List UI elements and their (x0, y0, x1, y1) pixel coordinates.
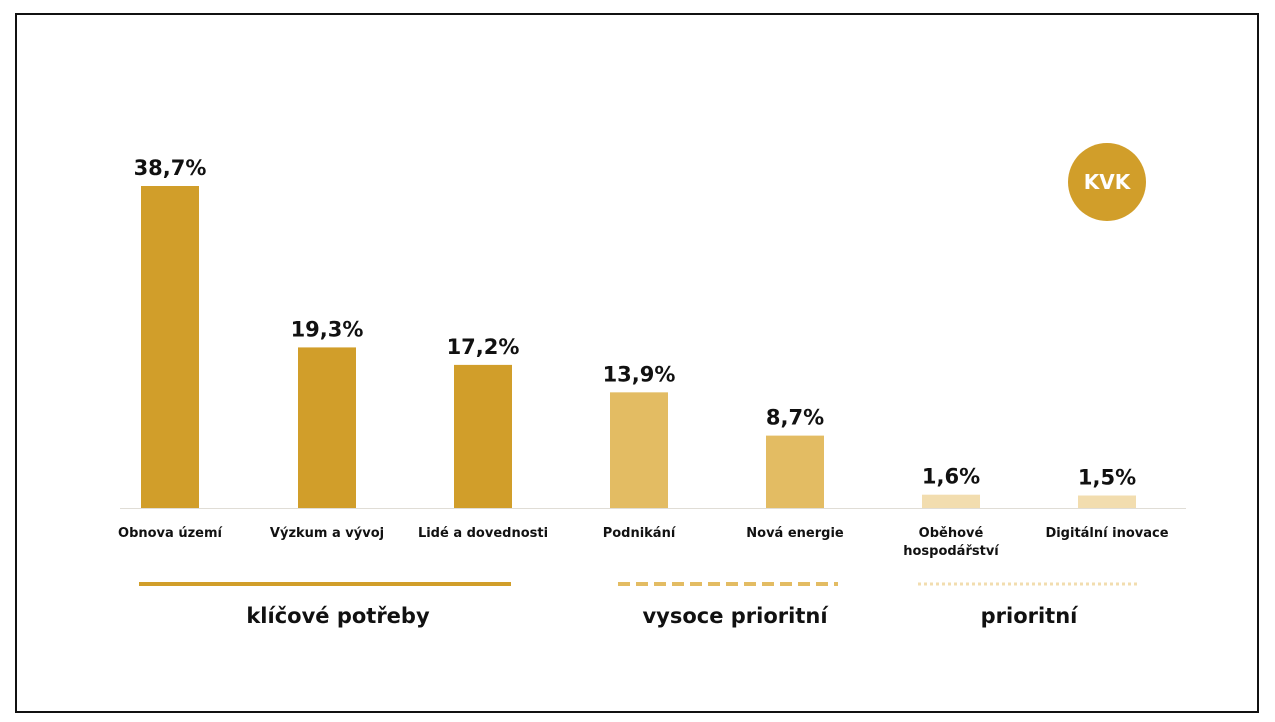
group-label-key: klíčové potřeby (246, 604, 430, 628)
category-label-6: Oběhové hospodářství (903, 526, 1000, 559)
group-label-prior: prioritní (981, 604, 1080, 628)
bar-1 (141, 186, 199, 508)
bar-7 (1078, 495, 1136, 508)
category-label-2: Výzkum a vývoj (270, 526, 384, 541)
bar-5 (766, 435, 824, 508)
category-label-4: Podnikání (603, 526, 677, 541)
value-label-6: 1,6% (922, 465, 980, 489)
chart-frame (15, 13, 1259, 713)
value-label-4: 13,9% (603, 362, 676, 386)
category-label-5: Nová energie (746, 526, 844, 541)
category-label-3: Lidé a dovednosti (418, 526, 548, 541)
value-label-7: 1,5% (1078, 466, 1136, 490)
value-label-2: 19,3% (291, 317, 364, 341)
value-label-3: 17,2% (447, 335, 520, 359)
category-label-7: Digitální inovace (1045, 526, 1168, 541)
value-label-5: 8,7% (766, 406, 824, 430)
bar-2 (298, 347, 356, 508)
bar-3 (454, 364, 512, 508)
kvk-badge: KVK (1068, 143, 1146, 221)
group-label-high: vysoce prioritní (642, 604, 829, 628)
category-label-1: Obnova území (118, 526, 223, 541)
bar-6 (922, 494, 980, 508)
value-label-1: 38,7% (134, 156, 207, 180)
bar-4 (610, 392, 668, 508)
